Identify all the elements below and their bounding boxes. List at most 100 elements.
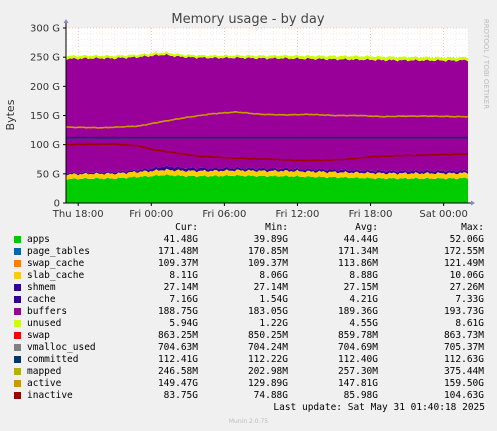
- legend-cur-value: 112.41G: [157, 354, 198, 365]
- legend-avg-value: 44.44G: [343, 234, 378, 245]
- legend-name: page_tables: [27, 246, 90, 257]
- legend: Cur: Min: Avg: Max: apps 41.48G 39.89G 44.4…: [8, 222, 492, 402]
- x-axis-arrow: [471, 200, 475, 206]
- area-apps: [66, 174, 468, 203]
- legend-row-swap: swap 863.25M 850.25M 859.78M 863.73M: [8, 330, 492, 342]
- legend-avg-value: 189.36G: [337, 306, 378, 317]
- legend-swatch: [14, 332, 21, 339]
- legend-cur-value: 863.25M: [157, 330, 198, 341]
- legend-avg-value: 4.55G: [349, 318, 378, 329]
- x-tick-label: Fri 00:00: [129, 209, 173, 220]
- legend-cur-value: 149.47G: [157, 378, 198, 389]
- y-axis-label: Bytes: [4, 99, 17, 130]
- area-slab_cache: [66, 168, 468, 180]
- line-inactive: [65, 142, 468, 162]
- legend-cur-value: 171.48M: [157, 246, 198, 257]
- memory-usage-chart: Memory usage - by day Bytes RRDTOOL / TO…: [4, 12, 490, 220]
- legend-name: slab_cache: [27, 270, 85, 281]
- legend-max-value: 172.55M: [443, 246, 484, 257]
- x-tick-label: Sat 00:00: [419, 209, 467, 220]
- chart-title: Memory usage - by day: [171, 12, 324, 27]
- y-tick-label: 150 G: [30, 111, 60, 122]
- legend-min-value: 704.24M: [247, 342, 288, 353]
- legend-row-buffers: buffers 188.75G 183.05G 189.36G 193.73G: [8, 306, 492, 318]
- legend-row-committed: committed 112.41G 112.22G 112.40G 112.63G: [8, 354, 492, 366]
- legend-max-value: 10.06G: [449, 270, 484, 281]
- legend-header-max: Max:: [461, 222, 484, 233]
- y-tick-label: 200 G: [30, 82, 60, 93]
- legend-swatch: [14, 308, 21, 315]
- legend-cur-value: 188.75G: [157, 306, 198, 317]
- legend-swatch: [14, 236, 21, 243]
- legend-min-value: 850.25M: [247, 330, 288, 341]
- legend-max-value: 7.33G: [455, 294, 484, 305]
- legend-avg-value: 147.81G: [337, 378, 378, 389]
- x-tick-label: Fri 06:00: [202, 209, 246, 220]
- legend-avg-value: 8.88G: [349, 270, 378, 281]
- legend-row-cache: cache 7.16G 1.54G 4.21G 7.33G: [8, 294, 492, 306]
- legend-row-swap_cache: swap_cache 109.37M 109.37M 113.86M 121.49M: [8, 258, 492, 270]
- legend-name: mapped: [27, 366, 62, 377]
- legend-name: inactive: [27, 390, 73, 401]
- legend-min-value: 202.98M: [247, 366, 288, 377]
- legend-name: swap: [27, 330, 50, 341]
- legend-row-shmem: shmem 27.14M 27.14M 27.15M 27.26M: [8, 282, 492, 294]
- legend-avg-value: 113.86M: [337, 258, 378, 269]
- legend-swatch: [14, 248, 21, 255]
- legend-header: Cur: Min: Avg: Max:: [8, 222, 492, 234]
- legend-max-value: 121.49M: [443, 258, 484, 269]
- legend-header-min: Min:: [265, 222, 288, 233]
- legend-avg-value: 171.34M: [337, 246, 378, 257]
- legend-min-value: 74.88G: [253, 390, 288, 401]
- legend-max-value: 863.73M: [443, 330, 484, 341]
- legend-name: vmalloc_used: [27, 342, 96, 353]
- legend-max-value: 52.06G: [449, 234, 484, 245]
- y-tick-label: 50 G: [36, 169, 60, 180]
- legend-max-value: 112.63G: [443, 354, 484, 365]
- legend-name: buffers: [27, 306, 68, 317]
- legend-cur-value: 109.37M: [157, 258, 198, 269]
- legend-swatch: [14, 344, 21, 351]
- legend-min-value: 8.06G: [259, 270, 288, 281]
- legend-swatch: [14, 260, 21, 267]
- legend-max-value: 705.37M: [443, 342, 484, 353]
- last-update: Last update: Sat May 31 01:40:18 2025: [273, 402, 485, 413]
- x-tick-label: Fri 18:00: [349, 209, 393, 220]
- legend-row-slab_cache: slab_cache 8.11G 8.06G 8.88G 10.06G: [8, 270, 492, 282]
- legend-name: active: [27, 378, 62, 389]
- legend-name: cache: [27, 294, 56, 305]
- rrdtool-credit: RRDTOOL / TOBI OETIKER: [482, 19, 490, 109]
- legend-cur-value: 83.75G: [163, 390, 198, 401]
- legend-cur-value: 704.63M: [157, 342, 198, 353]
- legend-header-cur: Cur:: [175, 222, 198, 233]
- munin-version: Munin 2.0.75: [228, 418, 269, 425]
- legend-row-active: active 149.47G 129.89G 147.81G 159.50G: [8, 378, 492, 390]
- legend-swatch: [14, 284, 21, 291]
- legend-max-value: 159.50G: [443, 378, 484, 389]
- x-tick-label: Thu 18:00: [52, 209, 104, 220]
- legend-swatch: [14, 392, 21, 399]
- y-tick-label: 250 G: [30, 53, 60, 64]
- y-tick-label: 300 G: [30, 24, 60, 35]
- x-tick-label: Fri 12:00: [275, 209, 319, 220]
- legend-avg-value: 85.98G: [343, 390, 378, 401]
- legend-max-value: 375.44M: [443, 366, 484, 377]
- legend-min-value: 170.85M: [247, 246, 288, 257]
- legend-name: swap_cache: [27, 258, 85, 269]
- legend-name: unused: [27, 318, 62, 329]
- legend-cur-value: 5.94G: [169, 318, 198, 329]
- legend-avg-value: 27.15M: [343, 282, 378, 293]
- legend-avg-value: 4.21G: [349, 294, 378, 305]
- legend-cur-value: 8.11G: [169, 270, 198, 281]
- legend-swatch: [14, 320, 21, 327]
- y-tick-label: 100 G: [30, 140, 60, 151]
- legend-row-mapped: mapped 246.58M 202.98M 257.30M 375.44M: [8, 366, 492, 378]
- legend-row-page_tables: page_tables 171.48M 170.85M 171.34M 172.55M: [8, 246, 492, 258]
- legend-cur-value: 41.48G: [163, 234, 198, 245]
- legend-min-value: 129.89G: [247, 378, 288, 389]
- legend-rows: apps 41.48G 39.89G 44.44G 52.06G page_tables 1…: [8, 234, 492, 402]
- legend-avg-value: 859.78M: [337, 330, 378, 341]
- legend-name: apps: [27, 234, 50, 245]
- legend-swatch: [14, 368, 21, 375]
- line-series: [65, 110, 469, 162]
